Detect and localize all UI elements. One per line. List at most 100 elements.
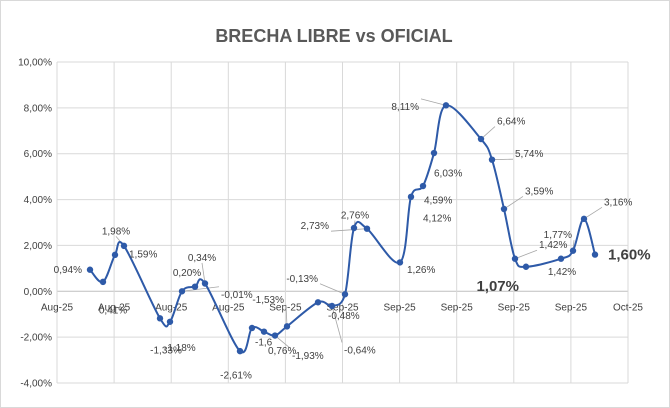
data-label: -1,33% xyxy=(150,345,182,356)
leader-line xyxy=(491,158,514,161)
data-label: 1,42% xyxy=(548,267,576,278)
x-tick-label: Sep-25 xyxy=(555,302,588,313)
data-label: -0,48% xyxy=(328,311,360,322)
data-label: 0,76% xyxy=(268,346,296,357)
x-tick-label: Sep-25 xyxy=(383,302,416,313)
y-tick-label: 6,00% xyxy=(24,149,52,160)
x-tick-label: Sep-25 xyxy=(441,302,474,313)
data-label: 0,20% xyxy=(173,268,201,279)
data-label: 1,59% xyxy=(129,249,157,260)
x-tick-label: Aug-25 xyxy=(155,302,188,313)
data-label: 6,64% xyxy=(497,117,525,128)
data-label: 0,41% xyxy=(99,305,127,316)
data-point xyxy=(111,251,119,259)
data-point xyxy=(396,259,404,266)
data-label: 1,60% xyxy=(608,247,651,264)
x-tick-label: Sep-25 xyxy=(498,302,531,313)
data-label: 5,74% xyxy=(515,149,543,160)
data-point xyxy=(407,193,415,201)
leader-line xyxy=(201,262,206,284)
data-label: 1,98% xyxy=(102,226,130,237)
data-point xyxy=(120,242,128,250)
data-point xyxy=(341,291,349,298)
data-point xyxy=(201,280,209,287)
y-tick-label: 4,00% xyxy=(24,195,52,206)
data-label: 2,76% xyxy=(341,211,369,222)
data-label: 4,59% xyxy=(424,196,452,207)
leader-line xyxy=(331,305,343,343)
chart-title: BRECHA LIBRE vs OFICIAL xyxy=(215,26,452,46)
x-tick-label: Aug-25 xyxy=(98,302,131,313)
data-point xyxy=(271,332,279,339)
x-tick-label: Sep-25 xyxy=(326,302,359,313)
data-label: 3,16% xyxy=(604,197,632,208)
x-tick-label: Sep-25 xyxy=(269,302,302,313)
data-point xyxy=(430,149,438,157)
data-labels: 0,94% 0,41% 1,59% 1,98% -1,18%-1,33% -0,01% 0,… xyxy=(54,102,651,382)
leader-line xyxy=(181,286,220,292)
data-point xyxy=(260,328,268,335)
data-point xyxy=(511,255,519,262)
data-point xyxy=(328,302,336,310)
y-tick-label: 0,00% xyxy=(24,287,52,298)
leader-line xyxy=(285,304,288,327)
data-point xyxy=(191,283,199,290)
data-points xyxy=(86,102,599,355)
x-tick-label: Aug-25 xyxy=(41,302,74,313)
y-tick-label: 2,00% xyxy=(24,241,52,252)
data-point xyxy=(580,215,588,223)
x-tick-label: Oct-25 xyxy=(613,302,643,313)
data-point xyxy=(166,318,174,325)
data-label: -0,64% xyxy=(344,345,376,356)
y-tick-label: -2,00% xyxy=(20,333,52,344)
leader-line xyxy=(583,206,603,220)
data-label: 2,73% xyxy=(301,221,329,232)
data-point xyxy=(557,255,565,262)
data-label: 3,59% xyxy=(525,186,553,197)
data-label: 1,26% xyxy=(407,265,435,276)
data-point xyxy=(419,182,427,190)
data-point xyxy=(86,266,94,273)
data-point xyxy=(363,225,371,232)
y-tick-label: -4,00% xyxy=(20,379,52,390)
leader-line xyxy=(514,249,538,260)
data-point xyxy=(488,156,496,163)
data-label: 0,34% xyxy=(188,253,216,264)
data-point xyxy=(248,324,256,332)
data-label: -1,53% xyxy=(252,295,284,306)
data-label: -2,61% xyxy=(220,371,252,382)
data-point xyxy=(236,347,244,355)
leader-line xyxy=(330,228,368,232)
data-label: 1,42% xyxy=(539,240,567,251)
y-tick-label: 10,00% xyxy=(18,58,52,69)
leader-line xyxy=(319,283,346,295)
data-label: 6,03% xyxy=(434,169,462,180)
y-tick-label: 8,00% xyxy=(24,103,52,114)
data-point xyxy=(500,205,508,213)
x-tick-label: Aug-25 xyxy=(212,302,245,313)
data-label: -1,18% xyxy=(164,343,196,354)
data-point xyxy=(283,323,291,330)
data-point xyxy=(350,224,358,232)
y-axis-tick-labels: -4,00% -2,00% 0,00% 2,00% 4,00% 6,00% 8,00% 10,… xyxy=(18,58,52,390)
data-point xyxy=(156,315,164,322)
x-axis-tick-labels: Aug-25 Aug-25 Aug-25 Aug-25 Sep-25 Sep-25 Sep-… xyxy=(41,302,644,313)
data-point xyxy=(569,247,577,254)
data-point xyxy=(99,278,107,286)
data-label: 8,11% xyxy=(391,102,419,113)
leader-line xyxy=(503,196,524,210)
data-label: 4,12% xyxy=(423,213,451,224)
data-label: 1,07% xyxy=(476,278,519,295)
data-label: 0,94% xyxy=(54,265,82,276)
data-point xyxy=(314,299,322,306)
leader-line xyxy=(274,335,291,349)
data-point xyxy=(591,251,599,258)
data-label: 1,77% xyxy=(544,230,572,241)
data-point xyxy=(442,102,450,109)
data-label: -1,6 xyxy=(255,337,273,348)
leader-line xyxy=(420,98,447,106)
data-label: -1,93% xyxy=(292,351,324,362)
data-label: -0,13% xyxy=(286,274,318,285)
